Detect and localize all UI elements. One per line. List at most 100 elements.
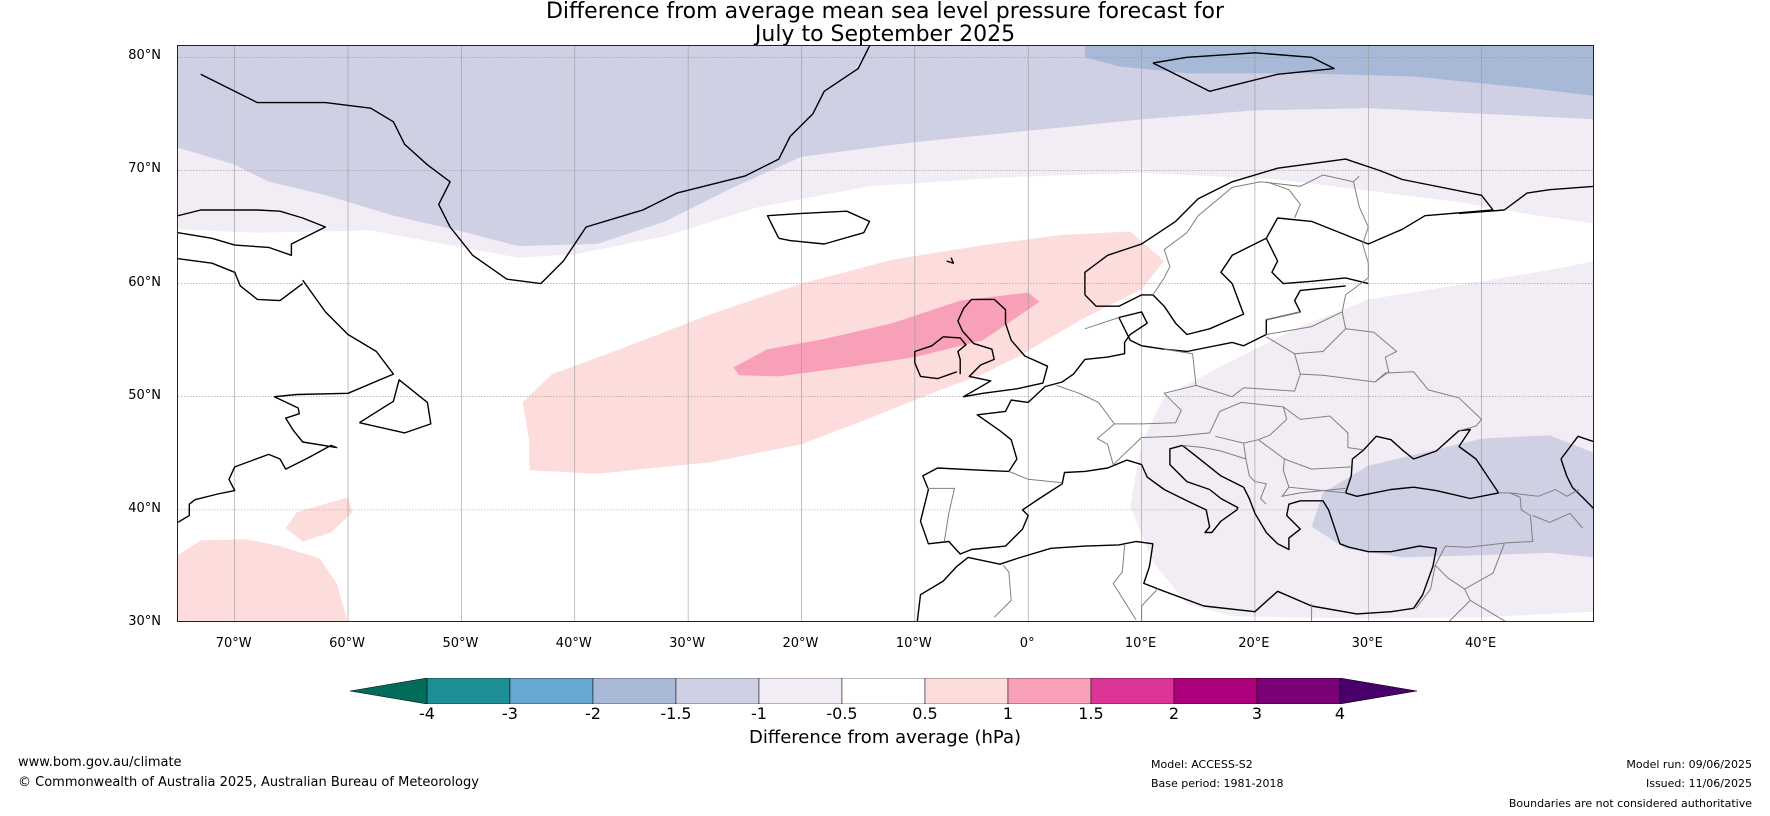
colorbar-under-triangle xyxy=(350,678,428,704)
country-border xyxy=(1096,401,1364,466)
country-border xyxy=(1300,371,1483,432)
country-border xyxy=(1266,181,1301,219)
anomaly-region-greenland-negative-1-to-1.5 xyxy=(178,46,1593,247)
colorbar-tick-label: -4 xyxy=(419,704,435,723)
footer-issued: Issued: 11/06/2025 xyxy=(1645,777,1752,790)
country-border xyxy=(1322,490,1346,494)
colorbar-tick-label: -1 xyxy=(751,704,767,723)
country-border xyxy=(1266,311,1343,335)
map-frame xyxy=(177,45,1594,622)
longitude-label: 0° xyxy=(1019,636,1035,651)
footer-website: www.bom.gov.au/climate xyxy=(18,755,182,770)
country-border xyxy=(1345,175,1369,296)
country-border xyxy=(1008,470,1063,484)
map-canvas xyxy=(178,46,1593,621)
coastline-labrador xyxy=(178,279,395,523)
colorbar-tick-label: -2 xyxy=(585,704,601,723)
latitude-label: 40°N xyxy=(128,500,161,516)
footer-model-run: Model run: 09/06/2025 xyxy=(1626,758,1752,771)
latitude-label: 30°N xyxy=(128,614,161,629)
colorbar-tick-label: -0.5 xyxy=(826,704,858,723)
footer-disclaimer: Boundaries are not considered authoritat… xyxy=(1508,797,1752,810)
colorbar-segment xyxy=(509,678,594,704)
longitude-label: 30°E xyxy=(1351,636,1383,651)
longitude-label: 20°E xyxy=(1238,636,1270,651)
colorbar-tick-label: -1.5 xyxy=(660,704,692,723)
anomaly-region-arctic-negative-0.5-to-1 xyxy=(178,108,1593,258)
footer-copyright: © Commonwealth of Australia 2025, Austra… xyxy=(18,775,479,790)
country-border xyxy=(1470,599,1506,621)
country-border xyxy=(1141,587,1159,621)
country-border xyxy=(1152,174,1354,296)
coastline-arctic-russia xyxy=(1458,185,1593,215)
colorbar-tick-label: 4 xyxy=(1334,704,1346,723)
colorbar-segment xyxy=(1256,678,1341,704)
longitude-label: 70°W xyxy=(215,636,252,651)
country-border xyxy=(1112,544,1137,620)
country-border xyxy=(1509,488,1580,497)
latitude-label: 80°N xyxy=(128,48,161,64)
country-border xyxy=(993,564,1012,618)
colorbar-segment xyxy=(1173,678,1258,704)
coastline-black-sea xyxy=(1344,428,1500,500)
latitude-label: 70°N xyxy=(128,161,161,177)
coastline-greenland xyxy=(200,46,871,285)
longitude-label: 40°E xyxy=(1464,636,1497,651)
coastline-baffin xyxy=(178,209,327,256)
footer-base-period: Base period: 1981-2018 xyxy=(1151,777,1284,790)
country-border xyxy=(1280,486,1323,498)
longitude-label: 40°W xyxy=(555,636,592,651)
country-border xyxy=(1215,406,1288,444)
coastline-newfoundland xyxy=(359,379,432,434)
map-title-line-2: July to September 2025 xyxy=(754,22,1016,47)
longitude-label: 60°W xyxy=(329,636,365,651)
coastline-finland-coast xyxy=(1265,237,1369,285)
country-border xyxy=(1084,317,1120,330)
latitude-label: 60°N xyxy=(128,274,161,290)
longitude-label: 20°W xyxy=(782,636,819,651)
country-border xyxy=(1415,492,1534,609)
colorbar-tick-label: 1.5 xyxy=(1078,704,1104,723)
country-border xyxy=(1284,458,1352,470)
coastline-scandinavia xyxy=(1084,158,1494,336)
map-title-line-1: Difference from average mean sea level p… xyxy=(545,0,1225,24)
longitude-label: 50°W xyxy=(442,636,479,651)
colorbar-label: Difference from average (hPa) xyxy=(748,727,1022,748)
coastline-british-isles xyxy=(957,298,1049,398)
country-border xyxy=(1345,328,1398,383)
colorbar-segment xyxy=(675,678,760,704)
colorbar-segment xyxy=(426,678,511,704)
coastline-ungava xyxy=(178,258,304,302)
colorbar-over-triangle xyxy=(1339,678,1418,704)
colorbar-segment xyxy=(924,678,1009,704)
colorbar-segment xyxy=(1007,678,1092,704)
country-border xyxy=(1258,439,1346,492)
coastline-baltic-coast xyxy=(916,285,1437,621)
colorbar-segment xyxy=(758,678,843,704)
country-border xyxy=(1448,588,1471,621)
graticule xyxy=(178,46,1593,621)
colorbar-tick-label: 3 xyxy=(1251,704,1263,723)
country-borders xyxy=(927,174,1583,621)
colorbar-segment xyxy=(592,678,677,704)
colorbar xyxy=(350,678,1420,704)
anomaly-region-subtropical-positive-0.5-to-1 xyxy=(178,539,348,621)
longitude-label: 10°W xyxy=(895,636,932,651)
colorbar-tick-label: 1 xyxy=(1002,704,1014,723)
latitude-label: 50°N xyxy=(128,387,161,403)
anomaly-region-svalbard-negative-1.5-to-2 xyxy=(1084,46,1593,96)
country-border xyxy=(1532,512,1583,529)
colorbar-segment xyxy=(1090,678,1175,704)
colorbar-tick-label: 0.5 xyxy=(912,704,938,723)
colorbar-tick-label: -3 xyxy=(502,704,518,723)
country-border xyxy=(1266,311,1301,321)
country-border xyxy=(1182,444,1247,460)
coastline-ireland xyxy=(914,336,967,380)
colorbar-segment xyxy=(841,678,926,704)
anomaly-region-uk-positive-1-to-1.5 xyxy=(733,292,1040,377)
colorbar-tick-label: 2 xyxy=(1168,704,1180,723)
anomaly-region-subtropical-positive-0.5-to-1-part xyxy=(285,497,353,542)
anomaly-region-black-sea-negative-1-to-1.5 xyxy=(1311,435,1593,558)
coastline-faroe-orkney xyxy=(946,257,955,264)
coastlines xyxy=(178,46,1593,621)
